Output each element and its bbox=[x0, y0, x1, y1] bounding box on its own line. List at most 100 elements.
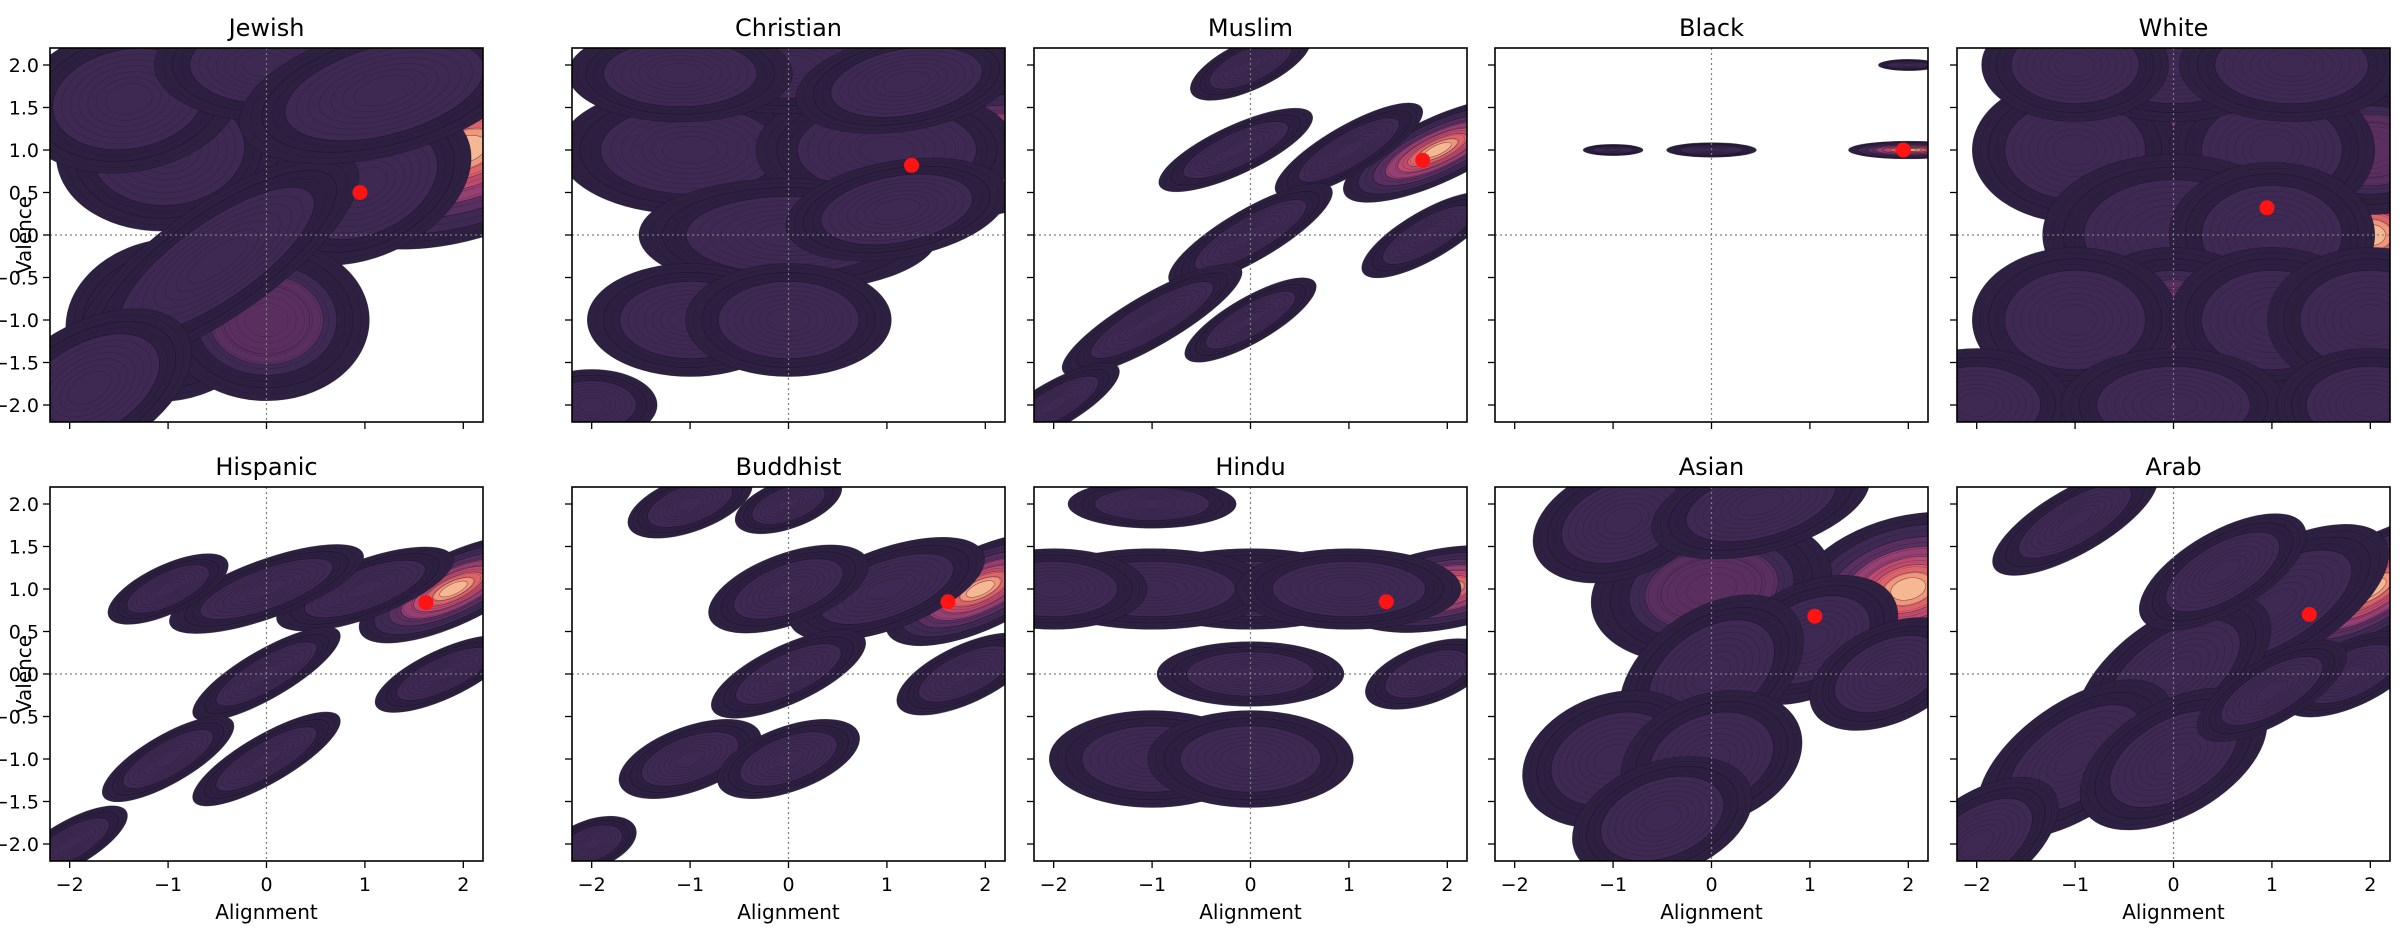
contour-line bbox=[2196, 48, 2387, 113]
contour-line bbox=[1408, 222, 1447, 248]
y-tick-label: 0.0 bbox=[9, 225, 39, 247]
contour-line bbox=[1586, 766, 1739, 861]
y-tick-label: −0.5 bbox=[0, 707, 39, 729]
contour-line bbox=[59, 364, 120, 412]
density-blob bbox=[1034, 561, 1118, 617]
contour-line bbox=[1289, 567, 1409, 611]
density-blob bbox=[2004, 269, 2146, 371]
contour-line bbox=[245, 579, 288, 599]
contour-line bbox=[1194, 284, 1307, 356]
contour-line bbox=[918, 645, 1005, 703]
y-axis-label: Valence bbox=[12, 196, 36, 274]
contour-line bbox=[638, 55, 722, 92]
y-tick-label: 1.0 bbox=[9, 140, 39, 162]
contour-line bbox=[1212, 740, 1289, 778]
density-blob bbox=[1182, 121, 1289, 179]
contour-line bbox=[153, 749, 183, 769]
contour-line bbox=[629, 725, 751, 793]
panel-title: Hindu bbox=[1215, 453, 1285, 481]
contour-line bbox=[2244, 672, 2300, 710]
contour-line bbox=[1201, 131, 1271, 169]
contour-line bbox=[572, 383, 632, 422]
panel-title: Asian bbox=[1679, 453, 1745, 481]
y-tick-label: 2.0 bbox=[9, 494, 39, 516]
contour-line bbox=[1034, 382, 1089, 422]
panel-christian: Christian bbox=[565, 14, 1006, 429]
contour-line bbox=[1200, 287, 1301, 353]
contour-line bbox=[855, 190, 938, 229]
contour-line bbox=[676, 496, 704, 512]
contour-line bbox=[759, 657, 818, 691]
density-blob bbox=[304, 559, 426, 619]
contour-line bbox=[883, 70, 931, 94]
contour-line bbox=[723, 636, 854, 712]
contour-line bbox=[250, 663, 283, 685]
x-tick-label: 2 bbox=[2364, 874, 2376, 896]
contour-line bbox=[1403, 218, 1453, 252]
contour-line bbox=[2031, 492, 2119, 550]
contour-line bbox=[2335, 664, 2366, 684]
contour-line bbox=[1593, 770, 1732, 861]
contour-line bbox=[2010, 48, 2140, 104]
contour-line bbox=[1957, 808, 2020, 861]
contour-line bbox=[2105, 370, 2242, 422]
contour-line bbox=[620, 48, 740, 100]
contour-line bbox=[674, 750, 706, 768]
density-blob bbox=[439, 580, 468, 598]
contour-line bbox=[121, 561, 215, 617]
contour-line bbox=[753, 653, 824, 695]
contour-line bbox=[153, 212, 281, 309]
contour-line bbox=[1236, 310, 1265, 330]
contour-line bbox=[261, 48, 483, 153]
contour-line bbox=[1840, 639, 1928, 709]
contour-line bbox=[304, 559, 426, 619]
density-blob bbox=[830, 48, 983, 118]
x-tick-label: 0 bbox=[260, 874, 272, 896]
contour-line bbox=[1815, 621, 1928, 727]
density-blob bbox=[1890, 577, 1927, 601]
contour-line bbox=[1957, 824, 2001, 861]
contour-line bbox=[1215, 297, 1286, 343]
contour-line bbox=[233, 652, 300, 696]
contour-line bbox=[198, 630, 335, 718]
contour-line bbox=[1402, 130, 1467, 170]
contour-line bbox=[1603, 507, 1643, 535]
contour-line bbox=[1601, 147, 1625, 153]
density-blob bbox=[1271, 561, 1426, 617]
contour-line bbox=[2283, 352, 2390, 422]
contour-line bbox=[1034, 554, 1133, 624]
contour-line bbox=[2036, 122, 2114, 178]
contour-line bbox=[105, 83, 153, 115]
density-blob bbox=[50, 333, 160, 422]
contour-line bbox=[50, 829, 92, 859]
contour-line bbox=[2087, 361, 2260, 422]
contour-line bbox=[227, 649, 306, 699]
contour-line bbox=[2241, 48, 2343, 91]
contour-line bbox=[1132, 307, 1172, 333]
contour-line bbox=[835, 561, 939, 617]
contour-line bbox=[1685, 487, 1836, 542]
contour-line bbox=[1034, 385, 1084, 422]
panel-arab: Arab −2 −1 0 1 2 Alignment bbox=[1950, 453, 2391, 924]
contour-line bbox=[1176, 117, 1295, 183]
contour-line bbox=[2045, 298, 2106, 342]
contour-line bbox=[1371, 198, 1467, 272]
contour-line bbox=[635, 728, 745, 790]
density-contours bbox=[1495, 48, 1928, 422]
contour-line bbox=[385, 641, 483, 707]
contour-line bbox=[330, 63, 439, 118]
contour-line bbox=[1034, 577, 1081, 601]
contour-line bbox=[250, 48, 483, 159]
contour-line bbox=[735, 643, 842, 705]
contour-line bbox=[945, 661, 986, 687]
contour-line bbox=[747, 650, 830, 698]
contour-line bbox=[594, 48, 767, 111]
contour-line bbox=[777, 497, 800, 511]
contour-line bbox=[1237, 57, 1264, 73]
contour-line bbox=[2214, 652, 2330, 730]
contour-line bbox=[1395, 126, 1467, 174]
contour-line bbox=[1857, 142, 1928, 158]
contour-line bbox=[107, 719, 230, 799]
contour-line bbox=[1298, 117, 1400, 183]
contour-line bbox=[1189, 280, 1312, 360]
